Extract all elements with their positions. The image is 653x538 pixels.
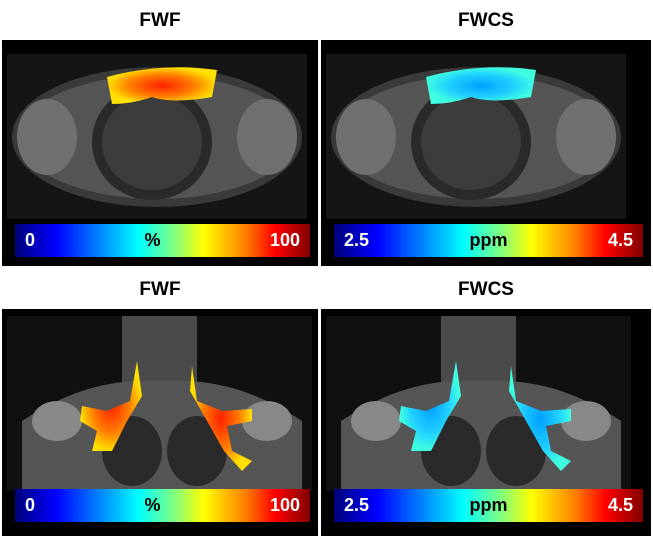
panel: FWF 0% 100 bbox=[2, 2, 318, 266]
colorbar-min: 0 bbox=[25, 495, 36, 515]
panel: FWCS 2.5 ppm 4.5 bbox=[321, 2, 651, 266]
colorbar-max: 4.5 bbox=[607, 495, 633, 515]
colorbar: 0% 100 bbox=[15, 224, 310, 257]
panel-title: FWCS bbox=[321, 271, 651, 311]
panel-title: FWF bbox=[2, 2, 318, 42]
mri-svg bbox=[326, 316, 631, 491]
panel-title: FWCS bbox=[321, 2, 651, 42]
colorbar-min: 0 bbox=[25, 230, 36, 250]
colorbar-unit: % bbox=[144, 495, 161, 515]
colorbar-unit: ppm bbox=[469, 230, 508, 250]
mri-svg bbox=[7, 316, 312, 491]
mri-image bbox=[321, 311, 651, 498]
colorbar-min: 2.5 bbox=[344, 495, 370, 515]
mri-image bbox=[2, 311, 318, 498]
mri-svg bbox=[7, 54, 307, 219]
colorbar: 0% 100 bbox=[15, 489, 310, 522]
colorbar-max: 4.5 bbox=[607, 230, 633, 250]
colorbar-max: 100 bbox=[269, 495, 300, 515]
panel-title: FWF bbox=[2, 271, 318, 311]
colorbar: 2.5 ppm 4.5 bbox=[334, 489, 643, 522]
colorbar-min: 2.5 bbox=[344, 230, 370, 250]
mri-svg bbox=[326, 54, 626, 219]
panel: FWF 0% 100 bbox=[2, 271, 318, 536]
colorbar: 2.5 ppm 4.5 bbox=[334, 224, 643, 257]
mri-image bbox=[321, 42, 651, 229]
colorbar-max: 100 bbox=[269, 230, 300, 250]
mri-image bbox=[2, 42, 318, 229]
colorbar-unit: % bbox=[144, 230, 161, 250]
panel: FWCS 2.5 ppm 4.5 bbox=[321, 271, 651, 536]
colorbar-unit: ppm bbox=[469, 495, 508, 515]
